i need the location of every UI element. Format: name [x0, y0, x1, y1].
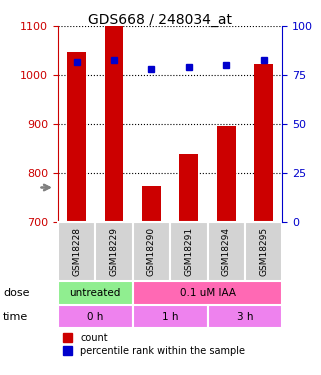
Bar [217, 126, 236, 222]
FancyBboxPatch shape [208, 222, 245, 281]
Text: GSM18228: GSM18228 [72, 227, 81, 276]
Text: GSM18295: GSM18295 [259, 227, 268, 276]
Text: 0 h: 0 h [87, 312, 103, 321]
Text: time: time [3, 312, 29, 321]
Text: 1 h: 1 h [162, 312, 178, 321]
Bar [58, 281, 133, 305]
Text: untreated: untreated [70, 288, 121, 298]
Text: 0.1 uM IAA: 0.1 uM IAA [179, 288, 236, 298]
Bar [208, 305, 282, 328]
FancyBboxPatch shape [170, 222, 208, 281]
Bar [254, 64, 273, 222]
Bar [58, 305, 133, 328]
FancyBboxPatch shape [95, 222, 133, 281]
Text: GSM18229: GSM18229 [109, 227, 118, 276]
Bar [179, 154, 198, 222]
Bar [67, 52, 86, 222]
Text: GSM18294: GSM18294 [222, 227, 231, 276]
Bar [142, 186, 161, 222]
FancyBboxPatch shape [245, 222, 282, 281]
Text: GSM18290: GSM18290 [147, 227, 156, 276]
Legend: count, percentile rank within the sample: count, percentile rank within the sample [63, 333, 245, 356]
FancyBboxPatch shape [133, 222, 170, 281]
FancyBboxPatch shape [58, 222, 95, 281]
Text: GSM18291: GSM18291 [184, 227, 193, 276]
Text: dose: dose [3, 288, 30, 298]
Bar [133, 305, 208, 328]
Text: 3 h: 3 h [237, 312, 253, 321]
Bar [105, 26, 123, 222]
Text: GDS668 / 248034_at: GDS668 / 248034_at [89, 13, 232, 27]
Bar [133, 281, 282, 305]
